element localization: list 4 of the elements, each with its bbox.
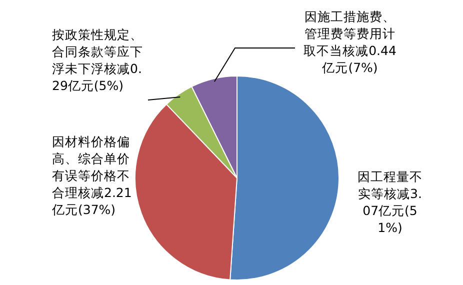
- slice-label: 因工程量不实等核减3.07亿元(51%): [356, 168, 424, 236]
- slice-label: 因材料价格偏高、综合单价有误等价格不合理核减2.21亿元(37%): [52, 133, 133, 218]
- slice-label: 按政策性规定、合同条款等应下浮未下浮核减0.29亿元(5%): [52, 26, 144, 94]
- slice-label: 因施工措施费、管理费等费用计取不当核减0.44亿元(7%): [302, 8, 398, 76]
